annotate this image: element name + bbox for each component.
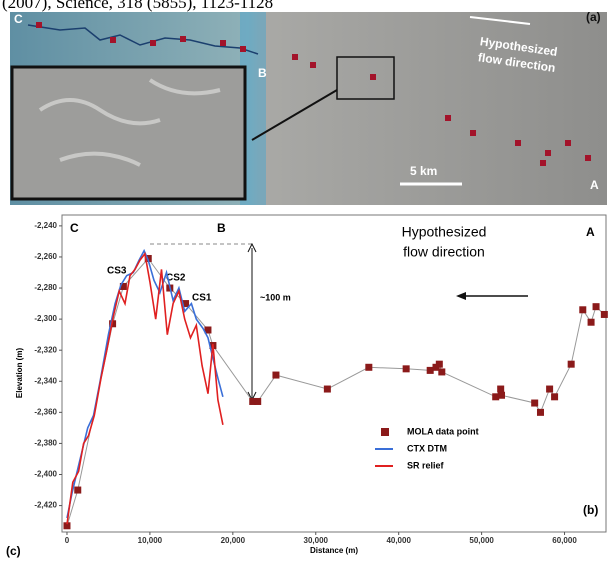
x-tick-label: 30,000 [304,536,329,545]
x-axis-label: Distance (m) [310,546,358,555]
data-point [567,360,575,368]
panel-b: C B A (b) (c) CS3 CS2 CS1 ~100 m Hypothe… [6,214,608,558]
data-point [63,522,71,530]
scale-label: 5 km [410,164,437,178]
data-point [365,363,373,371]
zoom-box [336,56,395,100]
label-a: A [586,225,595,239]
data-point [551,393,559,401]
legend-swatch [381,428,389,436]
data-point [249,397,257,405]
series-line [66,251,224,525]
data-point [546,385,554,393]
data-point [536,408,544,416]
data-point [426,366,434,374]
cs-label: CS2 [166,273,186,284]
legend-label: CTX DTM [407,443,447,453]
caption: (2007), Science, 318 (5855), 1123-1128 [2,0,273,12]
data-point [254,397,262,405]
legend-label: SR relief [407,460,445,470]
panel-a: C B A (a) Hypothesized flow direction 5 … [10,10,607,205]
data-point [579,306,587,314]
data-point [323,385,331,393]
map-trace [27,24,259,55]
label-b: B [217,221,226,235]
flow-text: flow direction [403,244,485,260]
data-point [119,282,127,290]
data-point [272,371,280,379]
x-tick-label: 50,000 [469,536,494,545]
zoom-arrow [251,89,338,141]
y-axis-label: Elevation (m) [15,348,24,399]
y-tick-label: -2,380 [34,439,57,448]
data-point [592,303,600,311]
label-c: C [14,12,23,26]
label-c: C [70,221,79,235]
data-point [204,326,212,334]
flow-arrow-head [456,292,466,300]
legend-label: MOLA data point [407,426,479,436]
y-tick-label: -2,340 [34,376,57,385]
flow-arrow [469,16,531,25]
x-tick-label: 40,000 [386,536,411,545]
data-point [492,393,500,401]
y-tick-label: -2,360 [34,407,57,416]
x-tick-label: 10,000 [138,536,163,545]
data-point [435,360,443,368]
y-tick-label: -2,400 [34,470,57,479]
x-tick-label: 0 [65,536,70,545]
inset-texture [38,78,221,167]
data-point [182,300,190,308]
cs-label: CS1 [192,293,212,304]
data-point [438,368,446,376]
data-point [497,385,505,393]
map-points [36,22,591,166]
label-b: B [258,66,267,80]
inset-image [10,65,247,201]
y-tick-label: -2,320 [34,345,57,354]
panel-label: (a) [586,10,601,24]
data-point [498,391,506,399]
y-tick-label: -2,300 [34,314,57,323]
panel-label: (b) [583,503,598,517]
cs-label: CS3 [107,266,127,277]
data-point [600,310,608,318]
y-tick-label: -2,280 [34,283,57,292]
data-point [531,399,539,407]
y-tick-label: -2,260 [34,252,57,261]
label-a: A [590,178,599,192]
x-tick-label: 60,000 [552,536,577,545]
data-point [402,365,410,373]
y-tick-label: -2,420 [34,501,57,510]
data-point [587,318,595,326]
relief-label: ~100 m [260,292,291,302]
data-point [74,486,82,494]
y-tick-label: -2,240 [34,221,57,230]
flow-text: Hypothesized [402,224,487,240]
plot-frame [61,214,607,533]
outer-label: (c) [6,544,21,558]
x-tick-label: 20,000 [221,536,246,545]
